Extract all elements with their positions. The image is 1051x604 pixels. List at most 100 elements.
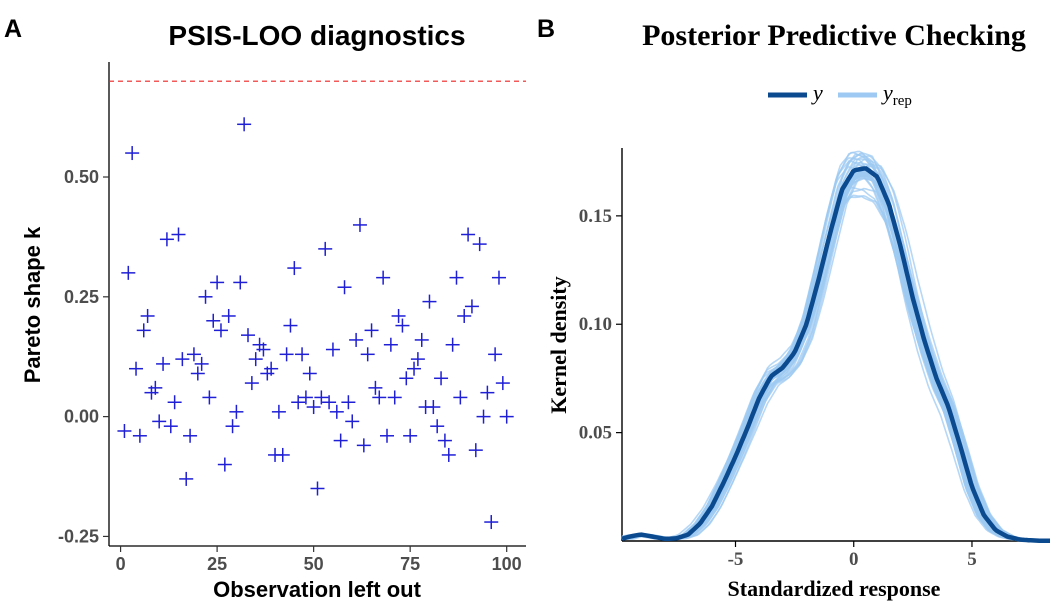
psis-point xyxy=(206,313,221,328)
psis-x-tick-label: 75 xyxy=(400,554,420,574)
psis-point xyxy=(464,299,479,314)
psis-point xyxy=(152,414,167,429)
psis-point xyxy=(190,366,205,381)
psis-point xyxy=(337,280,352,295)
psis-point xyxy=(356,438,371,453)
psis-point xyxy=(225,419,240,434)
legend-yrep-label: yrep xyxy=(881,80,912,109)
psis-point xyxy=(414,332,429,347)
psis-point xyxy=(426,400,441,415)
psis-point xyxy=(140,308,155,323)
psis-point xyxy=(248,352,263,367)
psis-y-tick-label: 0.25 xyxy=(64,287,99,307)
ppc-y-tick-label: 0.15 xyxy=(579,206,612,227)
psis-point xyxy=(175,352,190,367)
psis-point xyxy=(275,447,290,462)
panel-a-letter: A xyxy=(4,15,22,43)
psis-point xyxy=(434,371,449,386)
ppc-legend: y yrep xyxy=(768,80,912,109)
psis-point xyxy=(449,270,464,285)
psis-point xyxy=(430,419,445,434)
ppc-y-label: Kernel density xyxy=(546,276,571,414)
psis-point xyxy=(488,347,503,362)
psis-point xyxy=(183,428,198,443)
psis-point xyxy=(437,433,452,448)
psis-x-tick-label: 50 xyxy=(304,554,324,574)
psis-point xyxy=(349,332,364,347)
psis-point xyxy=(476,409,491,424)
psis-point xyxy=(129,361,144,376)
psis-point xyxy=(148,380,163,395)
psis-point xyxy=(422,294,437,309)
psis-axes: 0 25 50 75 100 -0.25 0.00 0.25 0.50 xyxy=(58,62,526,574)
psis-point xyxy=(387,390,402,405)
psis-point xyxy=(491,270,506,285)
psis-point xyxy=(368,380,383,395)
psis-point xyxy=(302,366,317,381)
ppc-title: Posterior Predictive Checking xyxy=(642,19,1026,52)
psis-point xyxy=(499,409,514,424)
psis-point xyxy=(395,318,410,333)
psis-point xyxy=(457,308,472,323)
legend-y-label: y xyxy=(811,80,823,105)
psis-point xyxy=(117,423,132,438)
psis-point xyxy=(310,481,325,496)
psis-x-tick-label: 25 xyxy=(207,554,227,574)
psis-loo-panel: PSIS-LOO diagnostics Observation left ou… xyxy=(20,20,526,602)
ppc-x-label: Standardized response xyxy=(728,576,941,601)
psis-point xyxy=(380,428,394,443)
ppc-lines xyxy=(621,150,1051,544)
psis-point xyxy=(407,361,422,376)
psis-point xyxy=(217,457,232,472)
psis-point xyxy=(213,323,228,338)
ppc-y-line xyxy=(621,166,1050,544)
psis-point xyxy=(186,347,201,362)
psis-point xyxy=(132,428,147,443)
psis-y-tick-label: 0.50 xyxy=(64,167,99,187)
ppc-x-tick-label: 5 xyxy=(967,549,977,570)
psis-point xyxy=(318,241,333,256)
psis-point xyxy=(472,237,487,252)
psis-title: PSIS-LOO diagnostics xyxy=(168,20,465,51)
psis-y-tick-label: -0.25 xyxy=(58,526,99,546)
psis-x-tick-label: 100 xyxy=(492,554,522,574)
psis-point xyxy=(341,395,356,410)
psis-point xyxy=(383,337,398,352)
psis-point xyxy=(461,227,476,242)
psis-point xyxy=(441,447,456,462)
psis-point xyxy=(163,419,178,434)
psis-point xyxy=(364,323,379,338)
psis-point xyxy=(399,371,414,386)
psis-point xyxy=(298,390,313,405)
psis-points xyxy=(117,117,514,530)
psis-x-tick-label: 0 xyxy=(116,554,126,574)
ppc-y-tick-label: 0.05 xyxy=(579,423,612,444)
psis-point xyxy=(194,356,209,371)
psis-point xyxy=(241,328,255,343)
psis-point xyxy=(295,347,310,362)
psis-point xyxy=(198,289,213,304)
psis-point xyxy=(391,308,406,323)
psis-point xyxy=(256,342,271,357)
psis-point xyxy=(136,323,151,338)
psis-point xyxy=(322,395,337,410)
ppc-panel: Posterior Predictive Checking y yrep Sta… xyxy=(546,19,1051,601)
psis-point xyxy=(171,227,186,242)
psis-point xyxy=(202,390,217,405)
psis-point xyxy=(453,390,468,405)
psis-point xyxy=(271,404,286,419)
ppc-x-tick-label: 0 xyxy=(849,549,859,570)
ppc-yrep-line xyxy=(621,173,1051,542)
psis-point xyxy=(445,337,460,352)
ppc-y-tick-label: 0.10 xyxy=(579,314,612,335)
psis-y-tick-label: 0.00 xyxy=(64,407,99,427)
psis-point xyxy=(156,356,171,371)
psis-point xyxy=(264,361,279,376)
ppc-axes: -5 0 5 0.05 0.10 0.15 xyxy=(579,148,1050,570)
psis-point xyxy=(279,347,294,362)
psis-y-label: Pareto shape k xyxy=(20,226,45,383)
psis-point xyxy=(287,261,302,276)
psis-point xyxy=(314,390,329,405)
psis-point xyxy=(345,414,360,429)
